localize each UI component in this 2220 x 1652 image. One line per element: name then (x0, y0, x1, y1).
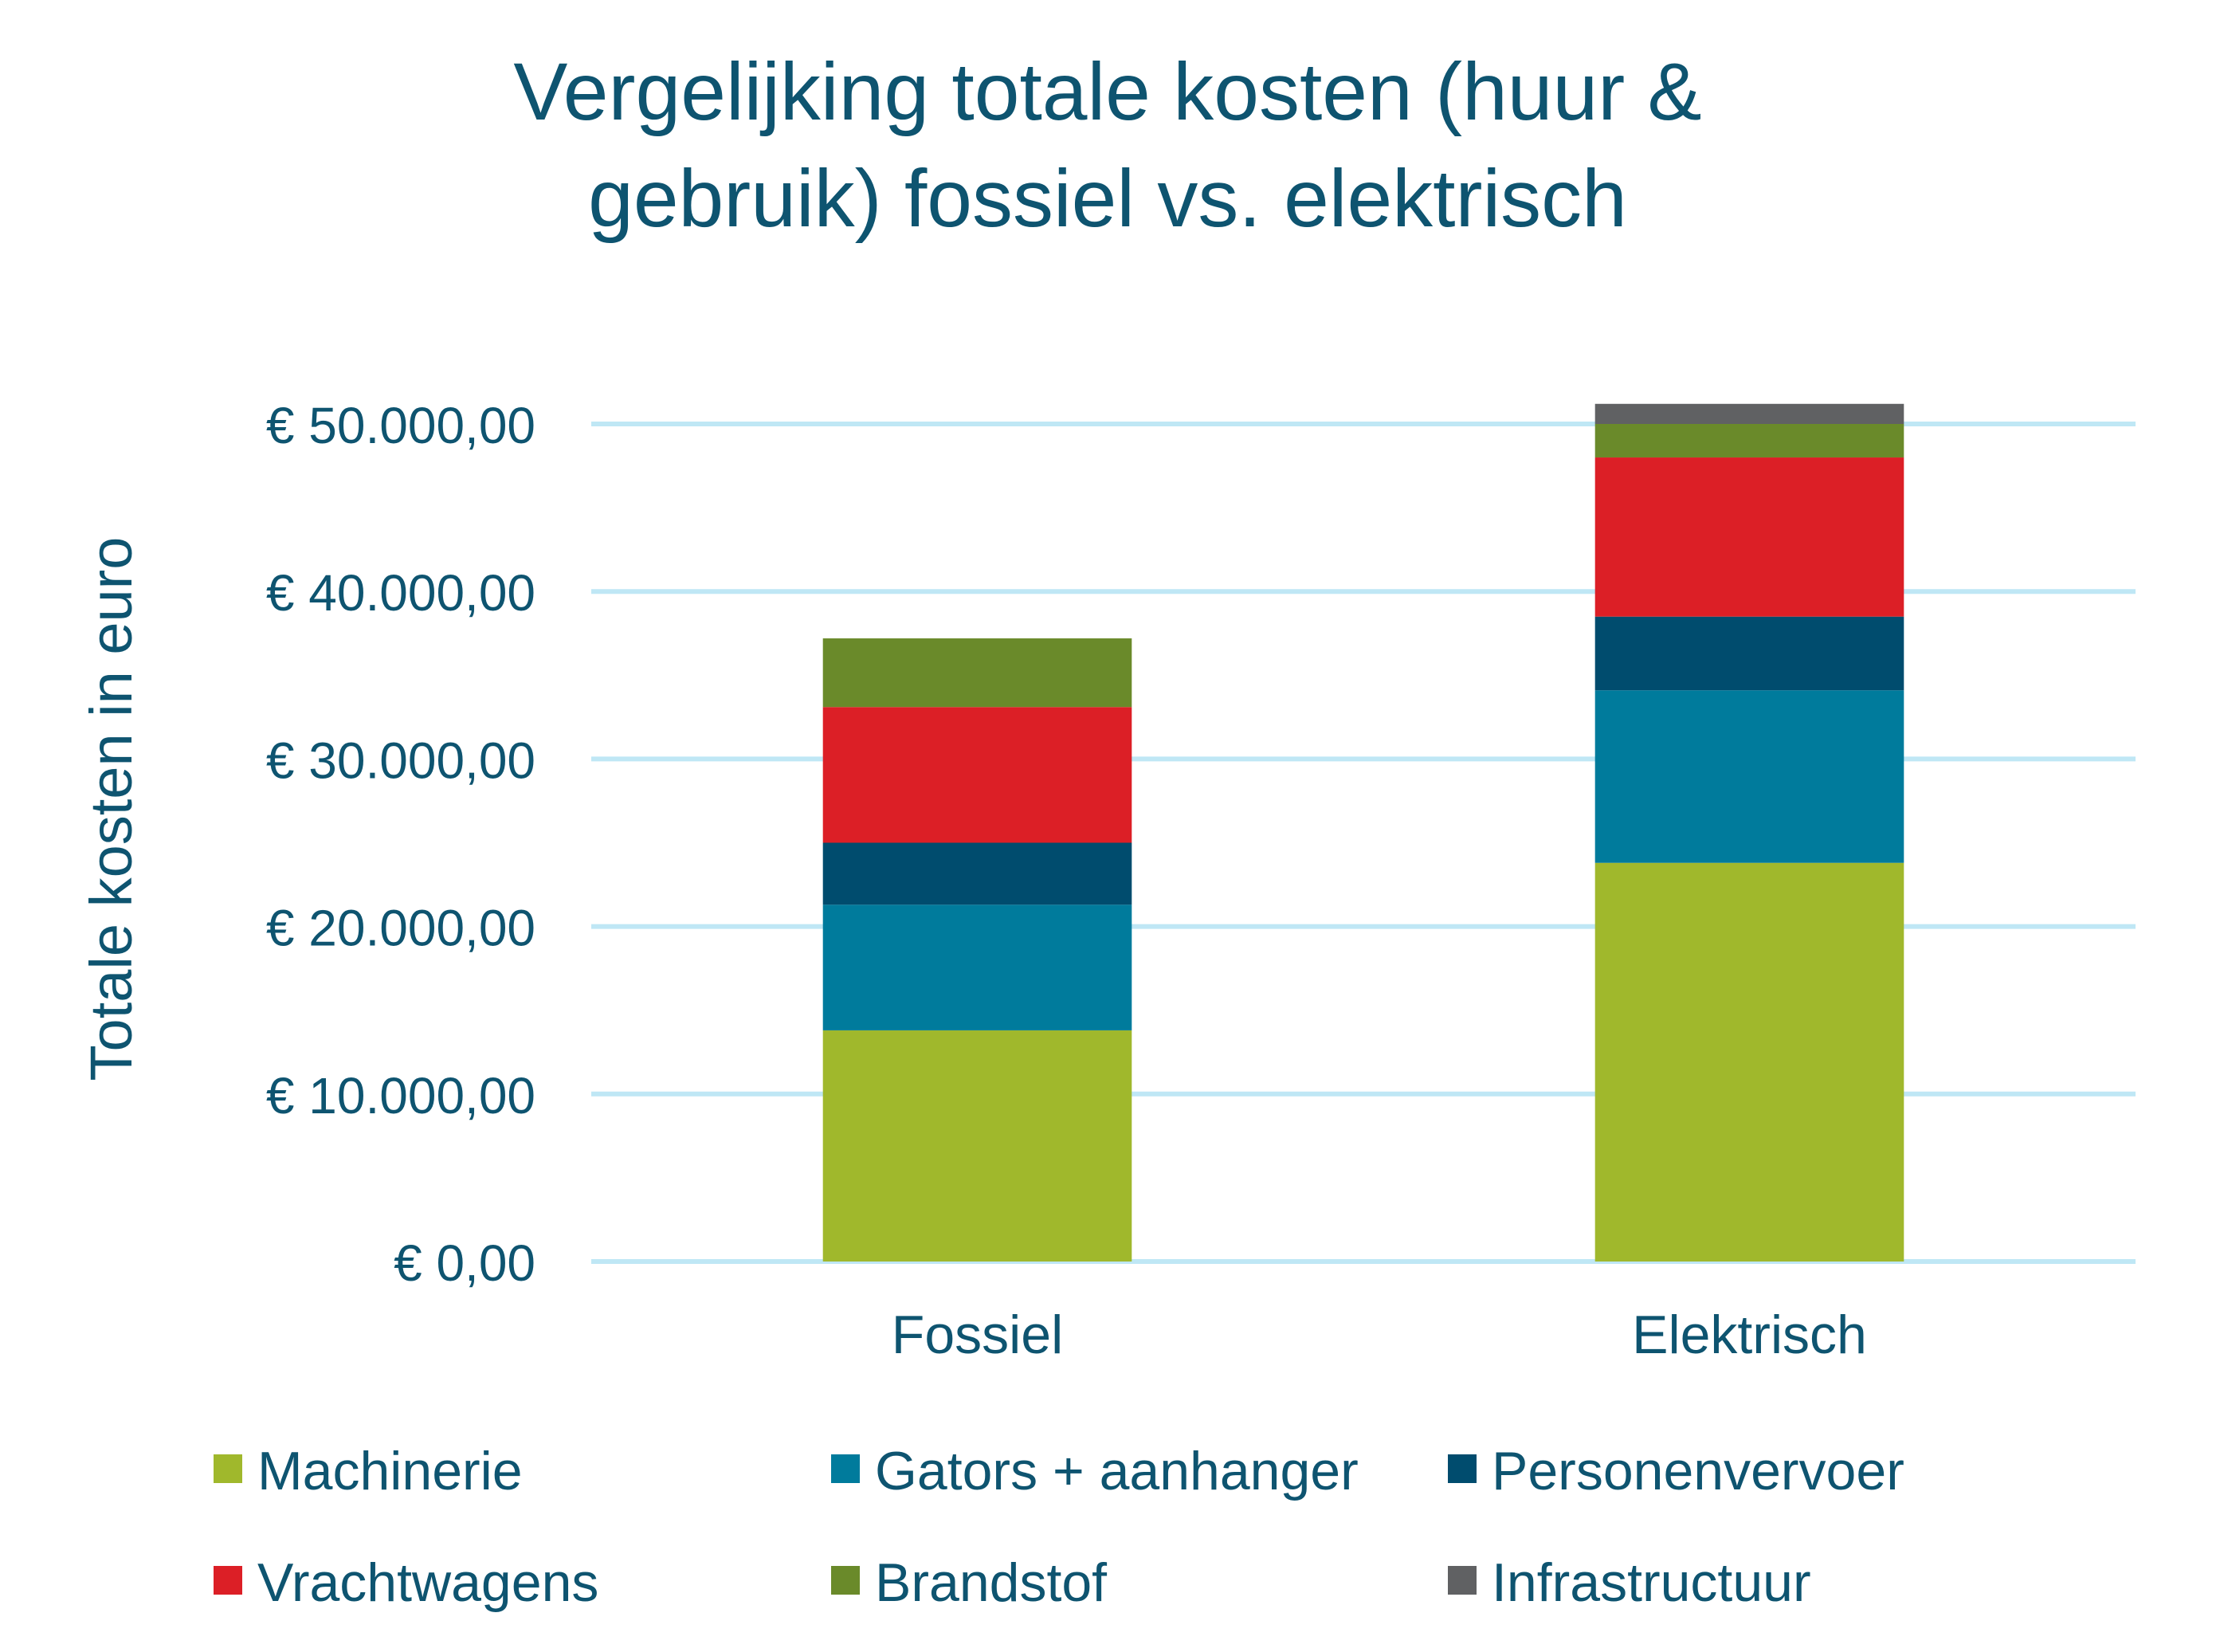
chart-title-line-1: Vergelijking totale kosten (huur & (513, 46, 1701, 137)
bar-segment-fossiel-brandstof (822, 638, 1132, 708)
legend-item-personenvervoer: Personenvervoer (1448, 1441, 1904, 1501)
y-tick-label: € 20.000,00 (266, 900, 535, 957)
y-tick-label: € 10.000,00 (266, 1067, 535, 1124)
legend-item-brandstof: Brandstof (831, 1552, 1107, 1613)
bar-segment-elektrisch-personenvervoer (1594, 616, 1904, 691)
legend-swatch (831, 1566, 860, 1595)
x-tick-label: Fossiel (892, 1305, 1063, 1365)
legend: Machinerie Gators + aanhanger Personenverv… (214, 1441, 1904, 1613)
bar-segment-elektrisch-vrachtwagens (1594, 457, 1904, 617)
legend-item-infrastructuur: Infrastructuur (1448, 1552, 1811, 1613)
bar-segment-fossiel-vrachtwagens (822, 707, 1132, 843)
legend-swatch (214, 1454, 242, 1483)
legend-swatch (1448, 1566, 1477, 1595)
y-tick-label: € 0,00 (394, 1234, 535, 1292)
bar-segment-elektrisch-infrastructuur (1594, 403, 1904, 424)
bar-segment-fossiel-gators-aanhanger (822, 904, 1132, 1030)
legend-label: Machinerie (257, 1441, 523, 1501)
x-tick-labels: Fossiel Elektrisch (892, 1305, 1867, 1365)
bar-segment-elektrisch-gators-aanhanger (1594, 690, 1904, 863)
bar-segment-fossiel-personenvervoer (822, 842, 1132, 905)
chart-title-line-2: gebruik) fossiel vs. elektrisch (588, 153, 1627, 244)
legend-label: Gators + aanhanger (875, 1441, 1359, 1501)
bar-segment-elektrisch-brandstof (1594, 424, 1904, 458)
x-tick-label: Elektrisch (1632, 1305, 1867, 1365)
legend-label: Brandstof (875, 1552, 1107, 1613)
legend-item-machinerie: Machinerie (214, 1441, 523, 1501)
legend-swatch (214, 1566, 242, 1595)
y-tick-label: € 50.000,00 (266, 397, 535, 454)
legend-item-vrachtwagens: Vrachtwagens (214, 1552, 598, 1613)
legend-swatch (831, 1454, 860, 1483)
y-axis-label: Totale kosten in euro (78, 537, 144, 1081)
legend-label: Vrachtwagens (257, 1552, 598, 1613)
legend-label: Infrastructuur (1492, 1552, 1811, 1613)
legend-swatch (1448, 1454, 1477, 1483)
y-tick-label: € 30.000,00 (266, 732, 535, 789)
legend-label: Personenvervoer (1492, 1441, 1904, 1501)
y-tick-label: € 40.000,00 (266, 564, 535, 622)
legend-item-gators-aanhanger: Gators + aanhanger (831, 1441, 1359, 1501)
y-tick-labels: € 0,00 € 10.000,00 € 20.000,00 € 30.000,00 €… (266, 397, 535, 1292)
bars (822, 403, 1904, 1262)
bar-segment-fossiel-machinerie (822, 1030, 1132, 1262)
bar-segment-elektrisch-machinerie (1594, 862, 1904, 1262)
